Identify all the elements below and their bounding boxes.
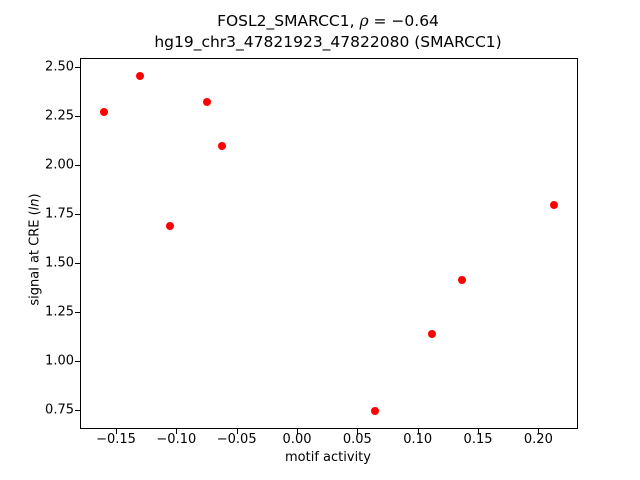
y-tick-label: 2.00 — [45, 157, 74, 173]
y-axis-label-italic: ln — [27, 198, 43, 211]
x-tick-mark — [115, 429, 117, 434]
title-prefix: FOSL2_SMARCC1, — [217, 12, 360, 30]
x-tick-mark — [357, 429, 359, 434]
x-tick-label: 0.15 — [463, 432, 493, 447]
ticks-layer: −0.15 −0.10 −0.05 0.00 0.05 0.10 0.15 0.20 0.75 1… — [45, 59, 577, 447]
y-tick-label: 1.25 — [45, 304, 74, 320]
x-tick-mark — [176, 429, 178, 434]
y-tick-mark — [75, 165, 80, 167]
x-tick-label: −0.15 — [96, 432, 136, 447]
y-axis-label-close: ) — [27, 193, 43, 199]
y-tick-mark — [75, 214, 80, 216]
data-point — [428, 329, 437, 338]
y-tick-mark — [75, 263, 80, 265]
x-tick-mark — [417, 429, 419, 434]
x-tick-label: 0.00 — [282, 432, 312, 447]
data-point — [202, 98, 211, 107]
data-point — [550, 201, 559, 210]
data-point — [458, 275, 467, 284]
y-tick-label: 2.25 — [45, 108, 74, 124]
points-layer — [81, 59, 577, 428]
chart-title: FOSL2_SMARCC1, ρ = −0.64 hg19_chr3_47821… — [80, 11, 576, 53]
data-point — [218, 142, 227, 151]
x-tick-label: −0.05 — [216, 432, 257, 447]
x-tick-mark — [538, 429, 540, 434]
y-tick-label: 0.75 — [45, 402, 74, 418]
y-axis-label-text: signal at CRE ( — [27, 210, 43, 306]
y-tick-label: 1.50 — [45, 255, 74, 271]
y-tick-label: 2.50 — [45, 59, 74, 75]
y-tick-mark — [75, 116, 80, 118]
y-tick-label: 1.75 — [45, 206, 74, 222]
title-suffix: = −0.64 — [368, 12, 439, 30]
y-tick-mark — [75, 410, 80, 412]
chart-title-line1: FOSL2_SMARCC1, ρ = −0.64 — [80, 11, 576, 32]
y-tick-mark — [75, 312, 80, 314]
x-tick-label: 0.10 — [403, 432, 433, 447]
x-tick-mark — [236, 429, 238, 434]
y-tick-label: 1.00 — [45, 353, 74, 369]
data-point — [99, 108, 108, 117]
x-tick-mark — [297, 429, 299, 434]
y-tick-mark — [75, 67, 80, 69]
x-tick-label: −0.10 — [156, 432, 197, 447]
y-axis-label: signal at CRE (ln) — [28, 160, 43, 340]
x-tick-mark — [478, 429, 480, 434]
rho-symbol: ρ — [359, 12, 369, 30]
data-point — [136, 71, 145, 80]
axes-frame: −0.15 −0.10 −0.05 0.00 0.05 0.10 0.15 0.20 0.75 1… — [45, 58, 578, 447]
chart-title-line2: hg19_chr3_47821923_47822080 (SMARCC1) — [154, 33, 502, 51]
y-tick-mark — [75, 361, 80, 363]
data-point — [371, 407, 380, 416]
x-tick-label: 0.05 — [342, 432, 372, 447]
data-point — [166, 221, 175, 230]
x-tick-label: 0.20 — [523, 432, 553, 447]
x-axis-label: motif activity — [285, 450, 371, 465]
